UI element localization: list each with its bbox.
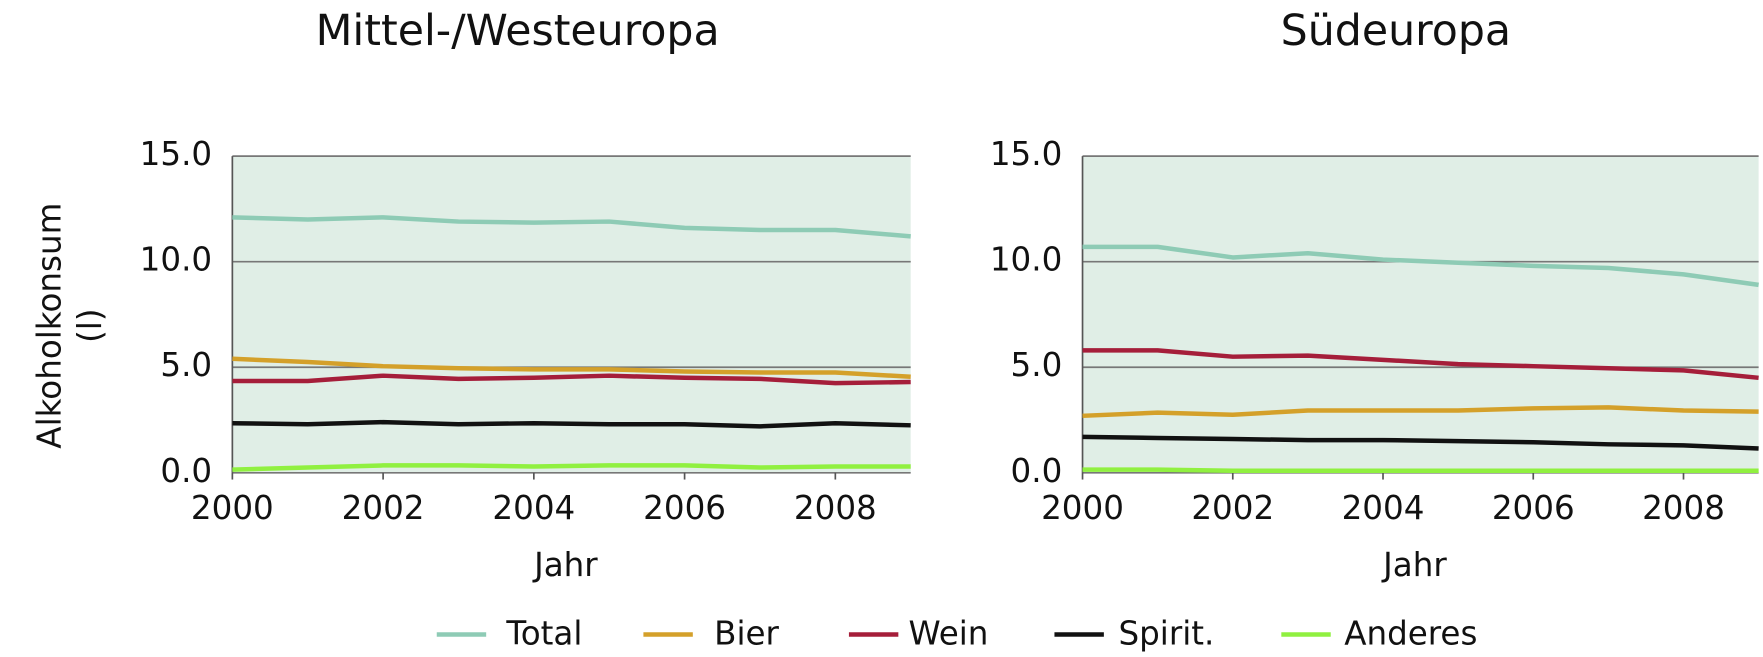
line-series [232,373,911,386]
plot-area [232,156,911,473]
x-tick-label: 2002 [1191,489,1274,527]
x-axis-label: Jahr [1381,546,1447,584]
legend-label: Total [505,615,582,653]
line-series [232,463,911,472]
x-tick-label: 2006 [643,489,726,527]
line-series [1082,244,1759,288]
y-tick-label: 15.0 [140,135,212,173]
x-tick-label: 2008 [1642,489,1725,527]
line-series [1082,467,1759,473]
x-tick-label: 2008 [794,489,877,527]
y-tick-label: 10.0 [990,241,1062,279]
line-series [1082,434,1759,451]
line-series [232,356,911,379]
legend-label: Wein [908,615,988,653]
line-series [1082,405,1759,419]
y-tick-label: 0.0 [160,452,212,490]
x-tick-label: 2000 [1041,489,1124,527]
chart-title: Südeuropa [1281,6,1511,56]
line-series [232,215,911,239]
line-series [1082,348,1759,381]
y-tick-label: 15.0 [990,135,1062,173]
line-series [232,419,911,429]
legend-label: Bier [714,615,779,653]
x-axis-label: Jahr [532,546,598,584]
x-tick-label: 2000 [191,489,274,527]
legend-label: Anderes [1344,615,1477,653]
plot-area [1082,156,1759,473]
x-tick-label: 2002 [342,489,425,527]
y-tick-label: 5.0 [160,346,212,384]
y-tick-label: 5.0 [1011,346,1063,384]
x-tick-label: 2004 [1342,489,1425,527]
y-axis-label: Alkoholkonsum(l) [31,203,109,449]
legend-label: Spirit. [1118,615,1214,653]
x-tick-label: 2004 [492,489,575,527]
chart-title: Mittel-/Westeuropa [316,6,720,56]
y-tick-label: 0.0 [1011,452,1063,490]
x-tick-label: 2006 [1492,489,1575,527]
y-tick-label: 10.0 [140,241,212,279]
